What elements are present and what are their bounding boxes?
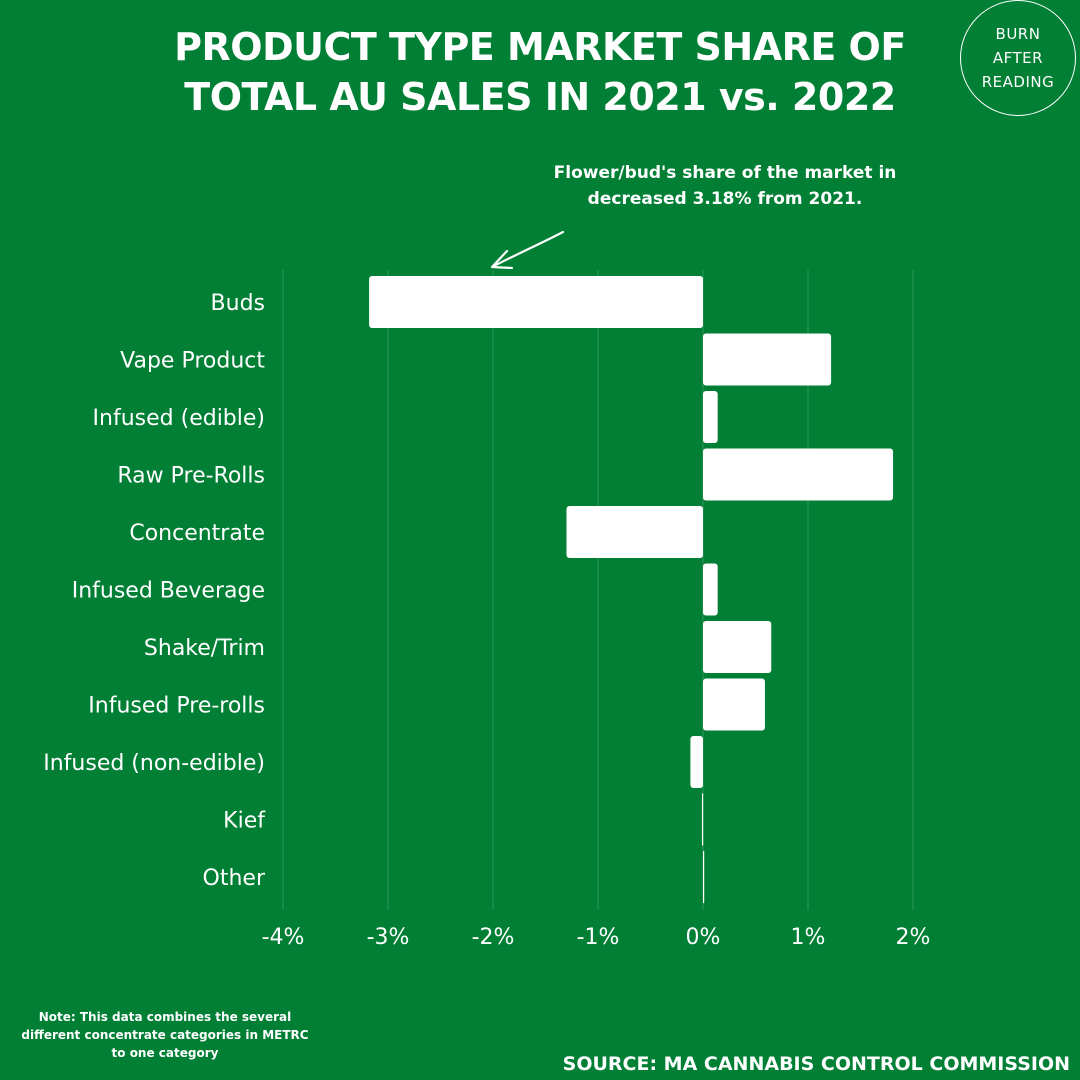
category-label-vape-product: Vape Product (120, 349, 265, 374)
category-label-infused-non-edible: Infused (non-edible) (43, 751, 265, 776)
note-line-3: to one category (111, 1046, 219, 1060)
x-tick-label: 2% (896, 925, 931, 950)
chart-title-line-1: PRODUCT TYPE MARKET SHARE OF (174, 25, 906, 69)
bar-infused-edible (703, 391, 718, 443)
annotation-line-1: Flower/bud's share of the market in (553, 163, 897, 183)
burn-after-reading-logo: BURN AFTER READING (960, 0, 1076, 116)
category-label-raw-pre-rolls: Raw Pre-Rolls (117, 464, 265, 489)
annotation-arrow-icon (490, 230, 565, 270)
logo-line-3: READING (981, 73, 1055, 91)
bar-infused-beverage (703, 563, 718, 616)
note-line-2: different concentrate categories in METR… (21, 1028, 309, 1042)
source-credit: SOURCE: MA CANNABIS CONTROL COMMISSION (562, 1053, 1070, 1075)
logo-line-1: BURN (995, 25, 1041, 43)
bars (369, 276, 894, 903)
category-label-concentrate: Concentrate (129, 521, 265, 546)
category-label-infused-pre-rolls: Infused Pre-rolls (88, 694, 265, 719)
bar-shake-trim (703, 621, 772, 673)
bar-vape-product (703, 333, 832, 386)
category-labels: Buds Vape Product Infused (edible) Raw Pre-… (43, 291, 266, 891)
bar-concentrate (566, 506, 703, 558)
x-axis-tick-labels: -4% -3% -2% -1% 0% 1% 2% (262, 925, 931, 950)
logo-line-2: AFTER (992, 49, 1044, 67)
bar-kief (701, 793, 704, 846)
category-label-buds: Buds (211, 291, 265, 316)
bar-chart: Buds Vape Product Infused (edible) Raw Pre-… (43, 230, 931, 950)
category-label-infused-beverage: Infused Beverage (72, 579, 265, 604)
chart-title-line-2: TOTAL AU SALES IN 2021 vs. 2022 (184, 75, 896, 119)
category-label-other: Other (203, 866, 266, 891)
buds-annotation: Flower/bud's share of the market in decr… (520, 160, 930, 212)
x-tick-label: 1% (791, 925, 826, 950)
bar-other (703, 851, 705, 903)
bar-buds (369, 276, 703, 328)
bar-infused-pre-rolls (703, 678, 765, 731)
category-label-shake-trim: Shake/Trim (144, 636, 265, 661)
bar-raw-pre-rolls (703, 448, 894, 501)
annotation-line-2: decreased 3.18% from 2021. (587, 189, 863, 209)
x-tick-label: -4% (262, 925, 305, 950)
category-label-kief: Kief (223, 809, 266, 834)
bar-infused-non-edible (690, 736, 703, 788)
x-tick-label: -3% (367, 925, 410, 950)
x-tick-label: 0% (686, 925, 721, 950)
data-note: Note: This data combines the several dif… (0, 1008, 330, 1062)
category-label-infused-edible: Infused (edible) (93, 406, 265, 431)
chart-title: PRODUCT TYPE MARKET SHARE OF TOTAL AU SA… (130, 22, 950, 122)
x-tick-label: -1% (577, 925, 620, 950)
x-tick-label: -2% (472, 925, 515, 950)
note-line-1: Note: This data combines the several (38, 1010, 292, 1024)
